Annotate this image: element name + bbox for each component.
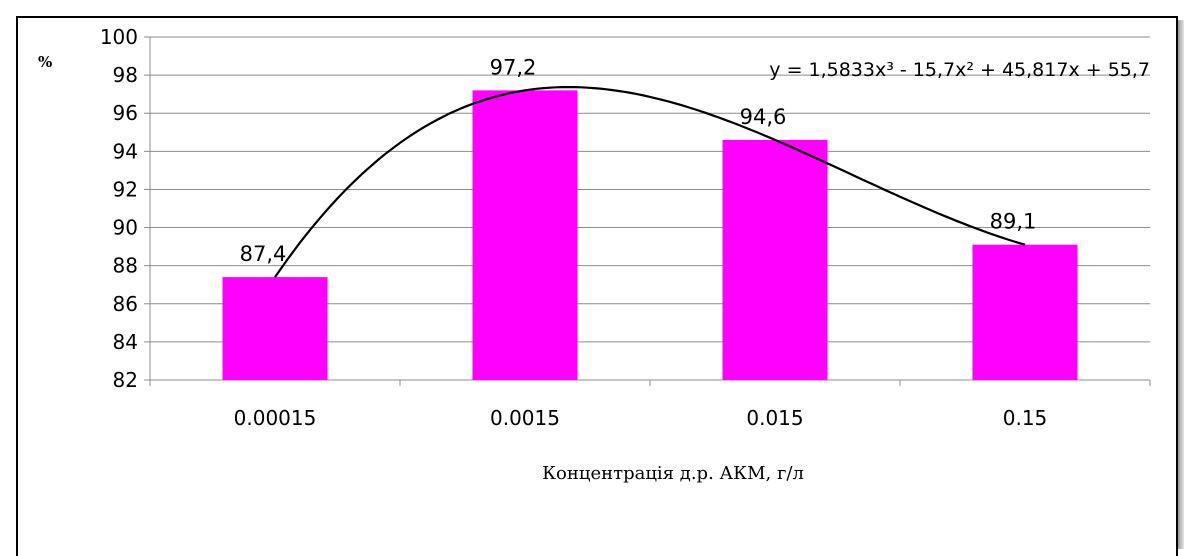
data-label: 89,1 — [990, 210, 1037, 234]
y-tick-label: 88 — [113, 254, 138, 278]
x-axis-title: Концентрація д.р. АКМ, г/л — [542, 463, 804, 484]
data-label: 87,4 — [240, 242, 287, 266]
data-label: 94,6 — [740, 105, 787, 129]
x-tick-label: 0.15 — [1003, 406, 1048, 430]
y-tick-label: 96 — [113, 101, 138, 125]
data-labels: 87,4 97,2 94,6 89,1 — [240, 55, 1037, 266]
trendline-equation: y = 1,5833x³ - 15,7x² + 45,817x + 55,7 — [769, 59, 1150, 81]
chart-shadow — [1178, 20, 1184, 549]
y-tick-label: 100 — [100, 25, 138, 49]
y-tick-label: 92 — [113, 177, 138, 201]
y-tick-label: 84 — [113, 330, 138, 354]
axes: 82 84 86 88 90 92 94 96 98 100 0.00015 0.0015 0.015 0… — [100, 25, 1151, 430]
trendline — [274, 85, 1026, 278]
data-label: 97,2 — [490, 55, 537, 79]
bar — [222, 277, 328, 380]
y-tick-label: 86 — [113, 292, 138, 316]
chart-border — [16, 16, 1178, 556]
y-axis-unit-label: % — [38, 53, 52, 71]
bar — [472, 90, 578, 380]
x-tick-label: 0.015 — [746, 406, 803, 430]
y-tick-label: 82 — [113, 368, 138, 392]
bar — [722, 139, 828, 380]
bars — [222, 90, 1078, 380]
y-tick-label: 90 — [113, 216, 138, 240]
x-tick-label: 0.00015 — [234, 406, 317, 430]
bar — [972, 244, 1078, 380]
y-tick-label: 94 — [113, 139, 138, 163]
trendline-curve — [274, 85, 1026, 278]
x-tick-label: 0.0015 — [490, 406, 560, 430]
y-tick-label: 98 — [113, 63, 138, 87]
